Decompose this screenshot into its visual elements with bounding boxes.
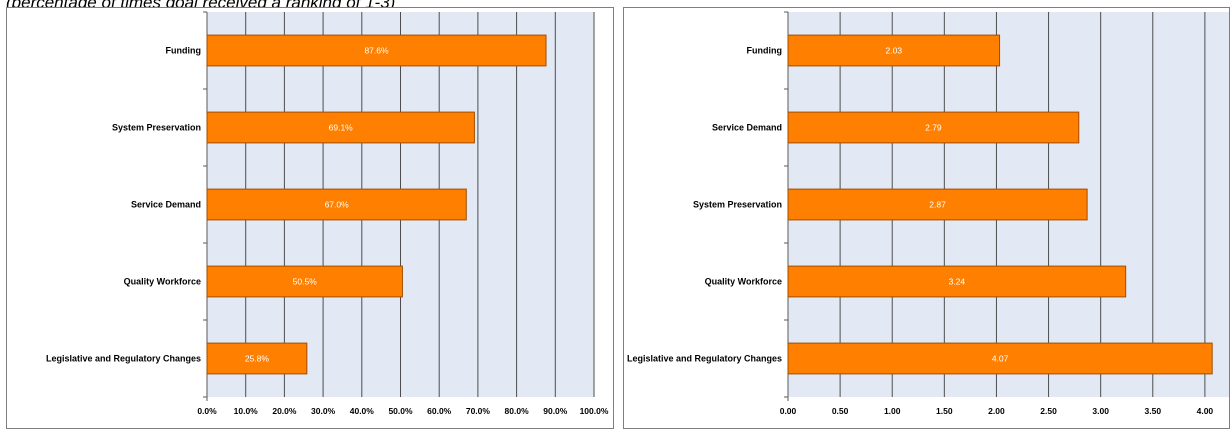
- x-tick-label: 80.0%: [505, 406, 530, 416]
- x-tick-label: 2.50: [1040, 406, 1057, 416]
- category-label: Quality Workforce: [124, 277, 201, 287]
- category-label: Legislative and Regulatory Changes: [46, 354, 201, 364]
- bar: [787, 342, 1213, 375]
- x-tick-label: 3.50: [1145, 406, 1162, 416]
- category-label: Service Demand: [131, 200, 201, 210]
- x-tick-label: 60.0%: [427, 406, 452, 416]
- x-tick-label: 0.50: [832, 406, 849, 416]
- category-label: Service Demand: [712, 123, 782, 133]
- x-tick-label: 3.00: [1092, 406, 1109, 416]
- chart-panel-percentage: 87.6% Funding 69.1% System Preservation 67.0…: [6, 7, 614, 429]
- x-tick-label: 90.0%: [543, 406, 568, 416]
- data-label: 3.24: [949, 277, 966, 287]
- x-tick-label: 100.0%: [580, 406, 609, 416]
- bar: [206, 342, 308, 375]
- category-label: Funding: [166, 46, 202, 56]
- x-tick-label: 70.0%: [466, 406, 491, 416]
- x-tick-label: 40.0%: [350, 406, 375, 416]
- data-label: 4.07: [992, 354, 1009, 364]
- data-label: 67.0%: [325, 200, 350, 210]
- data-label: 50.5%: [293, 277, 318, 287]
- bar: [787, 265, 1127, 298]
- x-tick-label: 0.00: [780, 406, 797, 416]
- bar: [787, 188, 1088, 221]
- bar: [206, 34, 547, 67]
- data-label: 2.87: [929, 200, 946, 210]
- average-rank-bar-chart: 2.03 Funding 2.79 Service Demand 2.87 System …: [627, 11, 1230, 416]
- data-label: 25.8%: [245, 354, 270, 364]
- category-label: System Preservation: [693, 200, 782, 210]
- chart-panel-average-rank: 2.03 Funding 2.79 Service Demand 2.87 System …: [623, 7, 1230, 429]
- bar: [206, 111, 475, 144]
- x-tick-label: 1.00: [884, 406, 901, 416]
- data-label: 2.03: [886, 46, 903, 56]
- x-tick-label: 30.0%: [311, 406, 336, 416]
- bar: [787, 111, 1080, 144]
- x-tick-label: 0.0%: [197, 406, 217, 416]
- x-tick-label: 50.0%: [388, 406, 413, 416]
- x-tick-label: 1.50: [936, 406, 953, 416]
- x-tick-label: 10.0%: [234, 406, 259, 416]
- bar: [206, 265, 403, 298]
- data-label: 87.6%: [364, 46, 389, 56]
- percentage-bar-chart: 87.6% Funding 69.1% System Preservation 67.0…: [46, 11, 609, 416]
- data-label: 69.1%: [329, 123, 354, 133]
- bar: [206, 188, 467, 221]
- category-label: Legislative and Regulatory Changes: [627, 354, 782, 364]
- category-label: System Preservation: [112, 123, 201, 133]
- category-label: Quality Workforce: [705, 277, 782, 287]
- x-tick-label: 4.00: [1197, 406, 1214, 416]
- x-tick-label: 2.00: [988, 406, 1005, 416]
- data-label: 2.79: [925, 123, 942, 133]
- bar: [787, 34, 1001, 67]
- category-label: Funding: [747, 46, 783, 56]
- x-tick-label: 20.0%: [272, 406, 297, 416]
